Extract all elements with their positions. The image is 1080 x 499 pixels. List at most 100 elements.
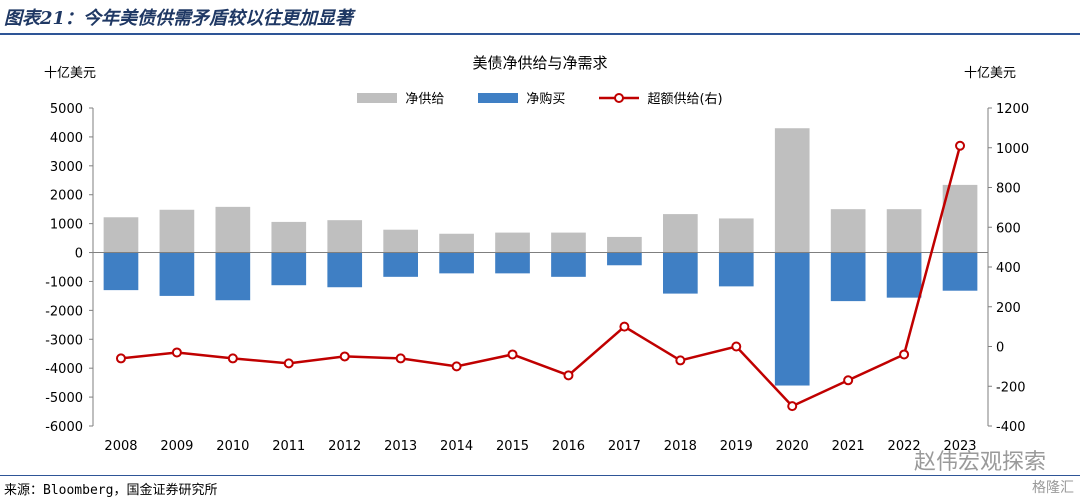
supply-bar <box>215 206 251 253</box>
right-axis-unit: 十亿美元 <box>964 66 1017 81</box>
figure-title: 图表21：今年美债供需矛盾较以往更加显著 <box>4 8 354 29</box>
purchase-bar <box>327 252 363 288</box>
supply-bar <box>942 184 978 253</box>
x-tick-label: 2013 <box>384 439 417 454</box>
left-tick-label: 0 <box>75 247 83 262</box>
legend-item-excess: 超额供给(右) <box>599 88 723 107</box>
right-tick-label: 0 <box>996 341 1004 356</box>
excess-supply-point <box>451 361 462 372</box>
supply-bar <box>327 220 363 253</box>
left-tick-label: -4000 <box>45 362 83 377</box>
supply-bar <box>830 209 866 253</box>
purchase-bar <box>439 252 474 274</box>
purchase-bar <box>495 252 530 274</box>
right-tick-label: -400 <box>996 420 1026 435</box>
left-axis-unit: 十亿美元 <box>44 66 97 81</box>
excess-supply-point <box>675 355 686 366</box>
x-tick-label: 2012 <box>328 439 361 454</box>
legend-label-excess: 超额供给(右) <box>647 92 723 107</box>
purchase-bar <box>886 252 922 298</box>
excess-supply-point <box>395 353 406 364</box>
legend: 净供给 净购买 超额供给(右) <box>0 88 1080 107</box>
excess-supply-line <box>120 145 962 408</box>
excess-supply-point <box>899 349 910 360</box>
purchase-bar <box>774 252 810 386</box>
legend-item-supply: 净供给 <box>357 88 444 107</box>
supply-bar <box>551 232 586 253</box>
left-tick-label: -1000 <box>45 275 83 290</box>
left-tick-label: 1000 <box>50 218 83 233</box>
purchase-bar <box>663 252 698 294</box>
left-tick-label: -5000 <box>45 391 83 406</box>
excess-supply-point <box>227 353 238 364</box>
supply-bar <box>607 236 642 253</box>
watermark-logo: 格隆汇 <box>1032 480 1074 496</box>
excess-supply-point <box>619 321 630 332</box>
excess-supply-point <box>787 401 798 412</box>
x-tick-label: 2021 <box>832 439 865 454</box>
left-tick-label: 5000 <box>50 102 83 117</box>
legend-swatch-purchase <box>478 92 519 103</box>
legend-item-purchase: 净购买 <box>478 88 565 107</box>
right-tick-label: -200 <box>996 380 1026 395</box>
legend-label-supply: 净供给 <box>405 92 445 107</box>
purchase-bar <box>718 252 754 287</box>
supply-bar <box>495 232 530 253</box>
purchase-bar <box>215 252 251 301</box>
supply-bar <box>663 214 698 253</box>
excess-supply-point <box>843 375 854 386</box>
x-tick-label: 2020 <box>776 439 809 454</box>
right-tick-label: 200 <box>996 301 1021 316</box>
source-rule <box>0 475 1080 476</box>
x-tick-label: 2010 <box>216 439 249 454</box>
x-tick-label: 2017 <box>608 439 641 454</box>
right-tick-label: 400 <box>996 261 1021 276</box>
right-tick-label: 600 <box>996 221 1021 236</box>
x-tick-label: 2023 <box>943 439 976 454</box>
left-tick-label: 4000 <box>50 131 83 146</box>
x-tick-label: 2019 <box>720 439 753 454</box>
purchase-bar <box>103 252 139 291</box>
supply-bar <box>439 233 474 253</box>
excess-supply-point <box>339 351 350 362</box>
x-tick-label: 2014 <box>440 439 473 454</box>
supply-bar <box>159 209 195 253</box>
left-tick-label: -3000 <box>45 333 83 348</box>
x-tick-label: 2022 <box>888 439 921 454</box>
chart-title: 美债净供给与净需求 <box>472 54 608 72</box>
purchase-bar <box>383 252 418 277</box>
purchase-bar <box>551 252 586 277</box>
excess-supply-point <box>115 353 126 364</box>
legend-label-purchase: 净购买 <box>526 92 566 107</box>
supply-bar <box>774 128 810 253</box>
excess-supply-point <box>283 358 294 369</box>
excess-supply-point <box>171 347 182 358</box>
left-tick-label: 2000 <box>50 189 83 204</box>
legend-swatch-excess <box>599 92 640 103</box>
excess-supply-point <box>731 341 742 352</box>
x-tick-label: 2018 <box>664 439 697 454</box>
left-tick-label: -2000 <box>45 304 83 319</box>
x-tick-label: 2008 <box>104 439 137 454</box>
watermark: 赵伟宏观探索 <box>913 450 1046 475</box>
right-tick-label: 1200 <box>996 102 1029 117</box>
x-tick-label: 2009 <box>160 439 193 454</box>
right-tick-label: 1000 <box>996 142 1029 157</box>
legend-swatch-supply <box>357 92 398 103</box>
right-tick-label: 800 <box>996 182 1021 197</box>
x-tick-label: 2011 <box>272 439 305 454</box>
supply-bar <box>383 229 418 253</box>
x-tick-label: 2016 <box>552 439 585 454</box>
supply-bar <box>271 221 307 253</box>
supply-bar <box>103 217 139 253</box>
purchase-bar <box>271 252 307 286</box>
excess-supply-point <box>955 140 966 151</box>
left-tick-label: 3000 <box>50 160 83 175</box>
source-note: 来源：Bloomberg，国金证券研究所 <box>4 483 218 498</box>
excess-supply-point <box>507 349 518 360</box>
purchase-bar <box>942 252 978 291</box>
purchase-bar <box>830 252 866 302</box>
purchase-bar <box>607 252 642 266</box>
title-rule <box>0 33 1080 35</box>
x-tick-label: 2015 <box>496 439 529 454</box>
